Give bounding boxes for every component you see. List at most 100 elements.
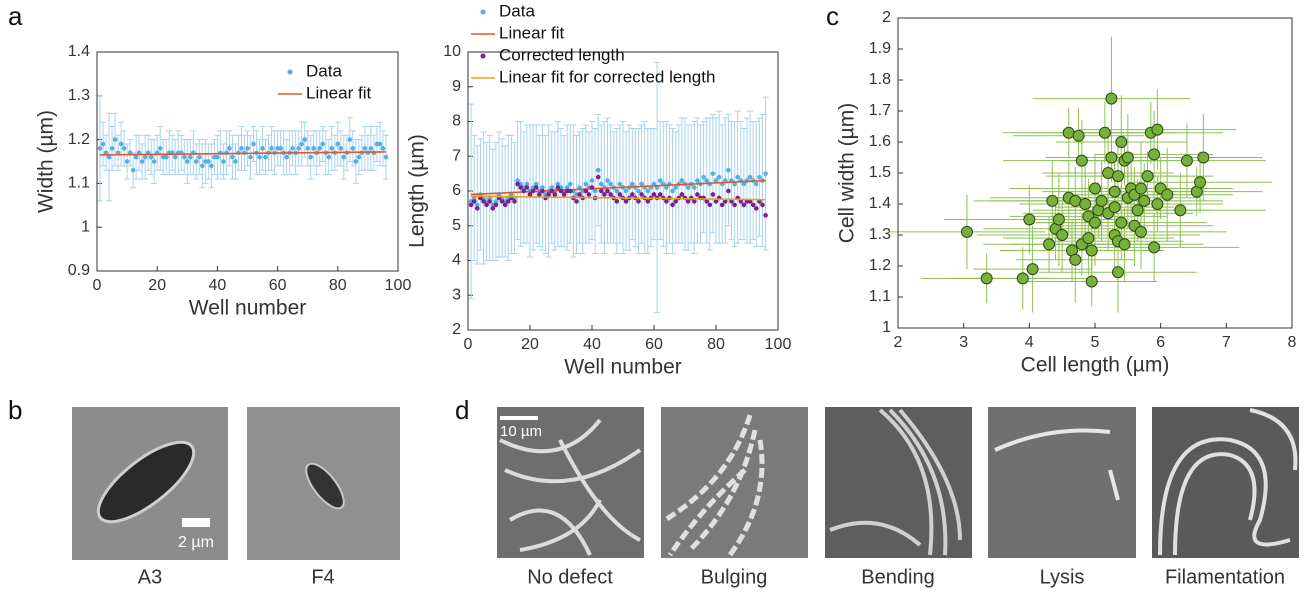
y-tick-label: 2 <box>452 321 461 338</box>
data-point <box>121 146 127 151</box>
data-point <box>133 154 139 160</box>
data-point <box>308 154 314 160</box>
data-point <box>695 178 700 183</box>
data-point <box>1105 92 1118 105</box>
x-tick-label: 100 <box>385 277 412 294</box>
data-point <box>481 199 486 204</box>
data-point <box>1151 123 1164 136</box>
data-point <box>109 146 115 151</box>
data-point <box>1016 272 1029 285</box>
data-point <box>278 146 283 151</box>
x-tick-label: 4 <box>1025 334 1034 351</box>
data-point <box>1095 194 1108 207</box>
data-point <box>1085 244 1098 257</box>
image-caption: Filamentation <box>1165 566 1285 588</box>
data-point <box>475 206 480 211</box>
data-point <box>248 154 253 160</box>
data-point <box>735 174 740 180</box>
data-point <box>623 199 629 204</box>
data-point <box>695 192 700 197</box>
legend-label: Corrected length <box>499 45 625 64</box>
data-point <box>185 159 190 164</box>
data-point <box>338 146 344 151</box>
data-point <box>329 146 335 151</box>
data-point <box>1062 126 1075 139</box>
panel-label: d <box>455 395 469 425</box>
data-point <box>200 163 205 169</box>
data-point <box>564 185 570 190</box>
data-point <box>568 188 573 194</box>
data-point <box>750 202 756 208</box>
data-point <box>356 154 362 160</box>
data-point <box>1115 136 1128 148</box>
x-tick-label: 20 <box>148 277 166 294</box>
data-point <box>499 199 505 204</box>
data-point <box>512 199 517 204</box>
x-tick-label: 2 <box>894 334 903 351</box>
data-point <box>704 178 709 183</box>
data-point <box>605 188 610 194</box>
data-point <box>206 159 211 164</box>
data-point <box>148 154 154 160</box>
data-point <box>692 199 697 204</box>
data-point <box>741 202 747 208</box>
data-point <box>530 188 536 194</box>
data-point <box>639 192 644 197</box>
plot-frame <box>467 51 779 331</box>
y-tick-label: 2 <box>882 9 891 26</box>
data-point <box>1069 253 1082 266</box>
data-point <box>368 146 374 151</box>
data-point <box>713 178 719 183</box>
data-point <box>317 146 323 151</box>
data-point <box>1148 241 1161 254</box>
data-point <box>341 154 347 160</box>
data-point <box>692 185 697 190</box>
data-point <box>1046 194 1059 207</box>
data-point <box>657 178 663 183</box>
data-point <box>311 146 317 151</box>
data-point <box>595 174 601 180</box>
y-tick-label: 1.6 <box>869 133 891 150</box>
data-point <box>592 188 598 194</box>
micrograph <box>497 407 644 558</box>
data-point <box>506 199 511 204</box>
data-point <box>1026 263 1039 276</box>
y-tick-label: 1.1 <box>68 175 90 192</box>
micrograph <box>72 407 228 560</box>
data-point <box>377 141 383 147</box>
micrograph <box>247 407 400 560</box>
data-point <box>326 154 332 160</box>
data-point <box>555 181 561 187</box>
data-point <box>527 192 533 197</box>
data-point <box>130 167 136 173</box>
data-point <box>757 174 762 180</box>
data-point <box>670 202 675 208</box>
y-tick-label: 9 <box>452 78 461 95</box>
x-tick-label: 100 <box>765 336 792 353</box>
data-point <box>1118 238 1131 251</box>
y-tick-label: 1.2 <box>869 257 891 274</box>
data-point <box>960 225 973 238</box>
data-point <box>290 146 295 151</box>
y-tick-label: 3 <box>452 286 461 303</box>
data-point <box>484 202 489 208</box>
data-point <box>1069 194 1082 207</box>
data-point <box>1105 151 1118 164</box>
y-tick-label: 10 <box>443 43 461 60</box>
data-point <box>1115 216 1128 229</box>
data-point <box>533 185 539 190</box>
data-point <box>139 159 145 164</box>
data-point <box>732 202 737 208</box>
data-point <box>1151 198 1164 210</box>
data-point <box>157 146 163 151</box>
data-point <box>614 188 620 194</box>
data-point <box>1089 216 1101 229</box>
x-axis-label: Well number <box>564 356 682 379</box>
data-point <box>589 185 595 190</box>
y-tick-label: 5 <box>452 217 461 234</box>
data-point <box>716 174 722 180</box>
y-axis-label: Cell width (µm) <box>836 103 859 243</box>
data-point <box>586 192 592 197</box>
data-point <box>1056 229 1069 241</box>
